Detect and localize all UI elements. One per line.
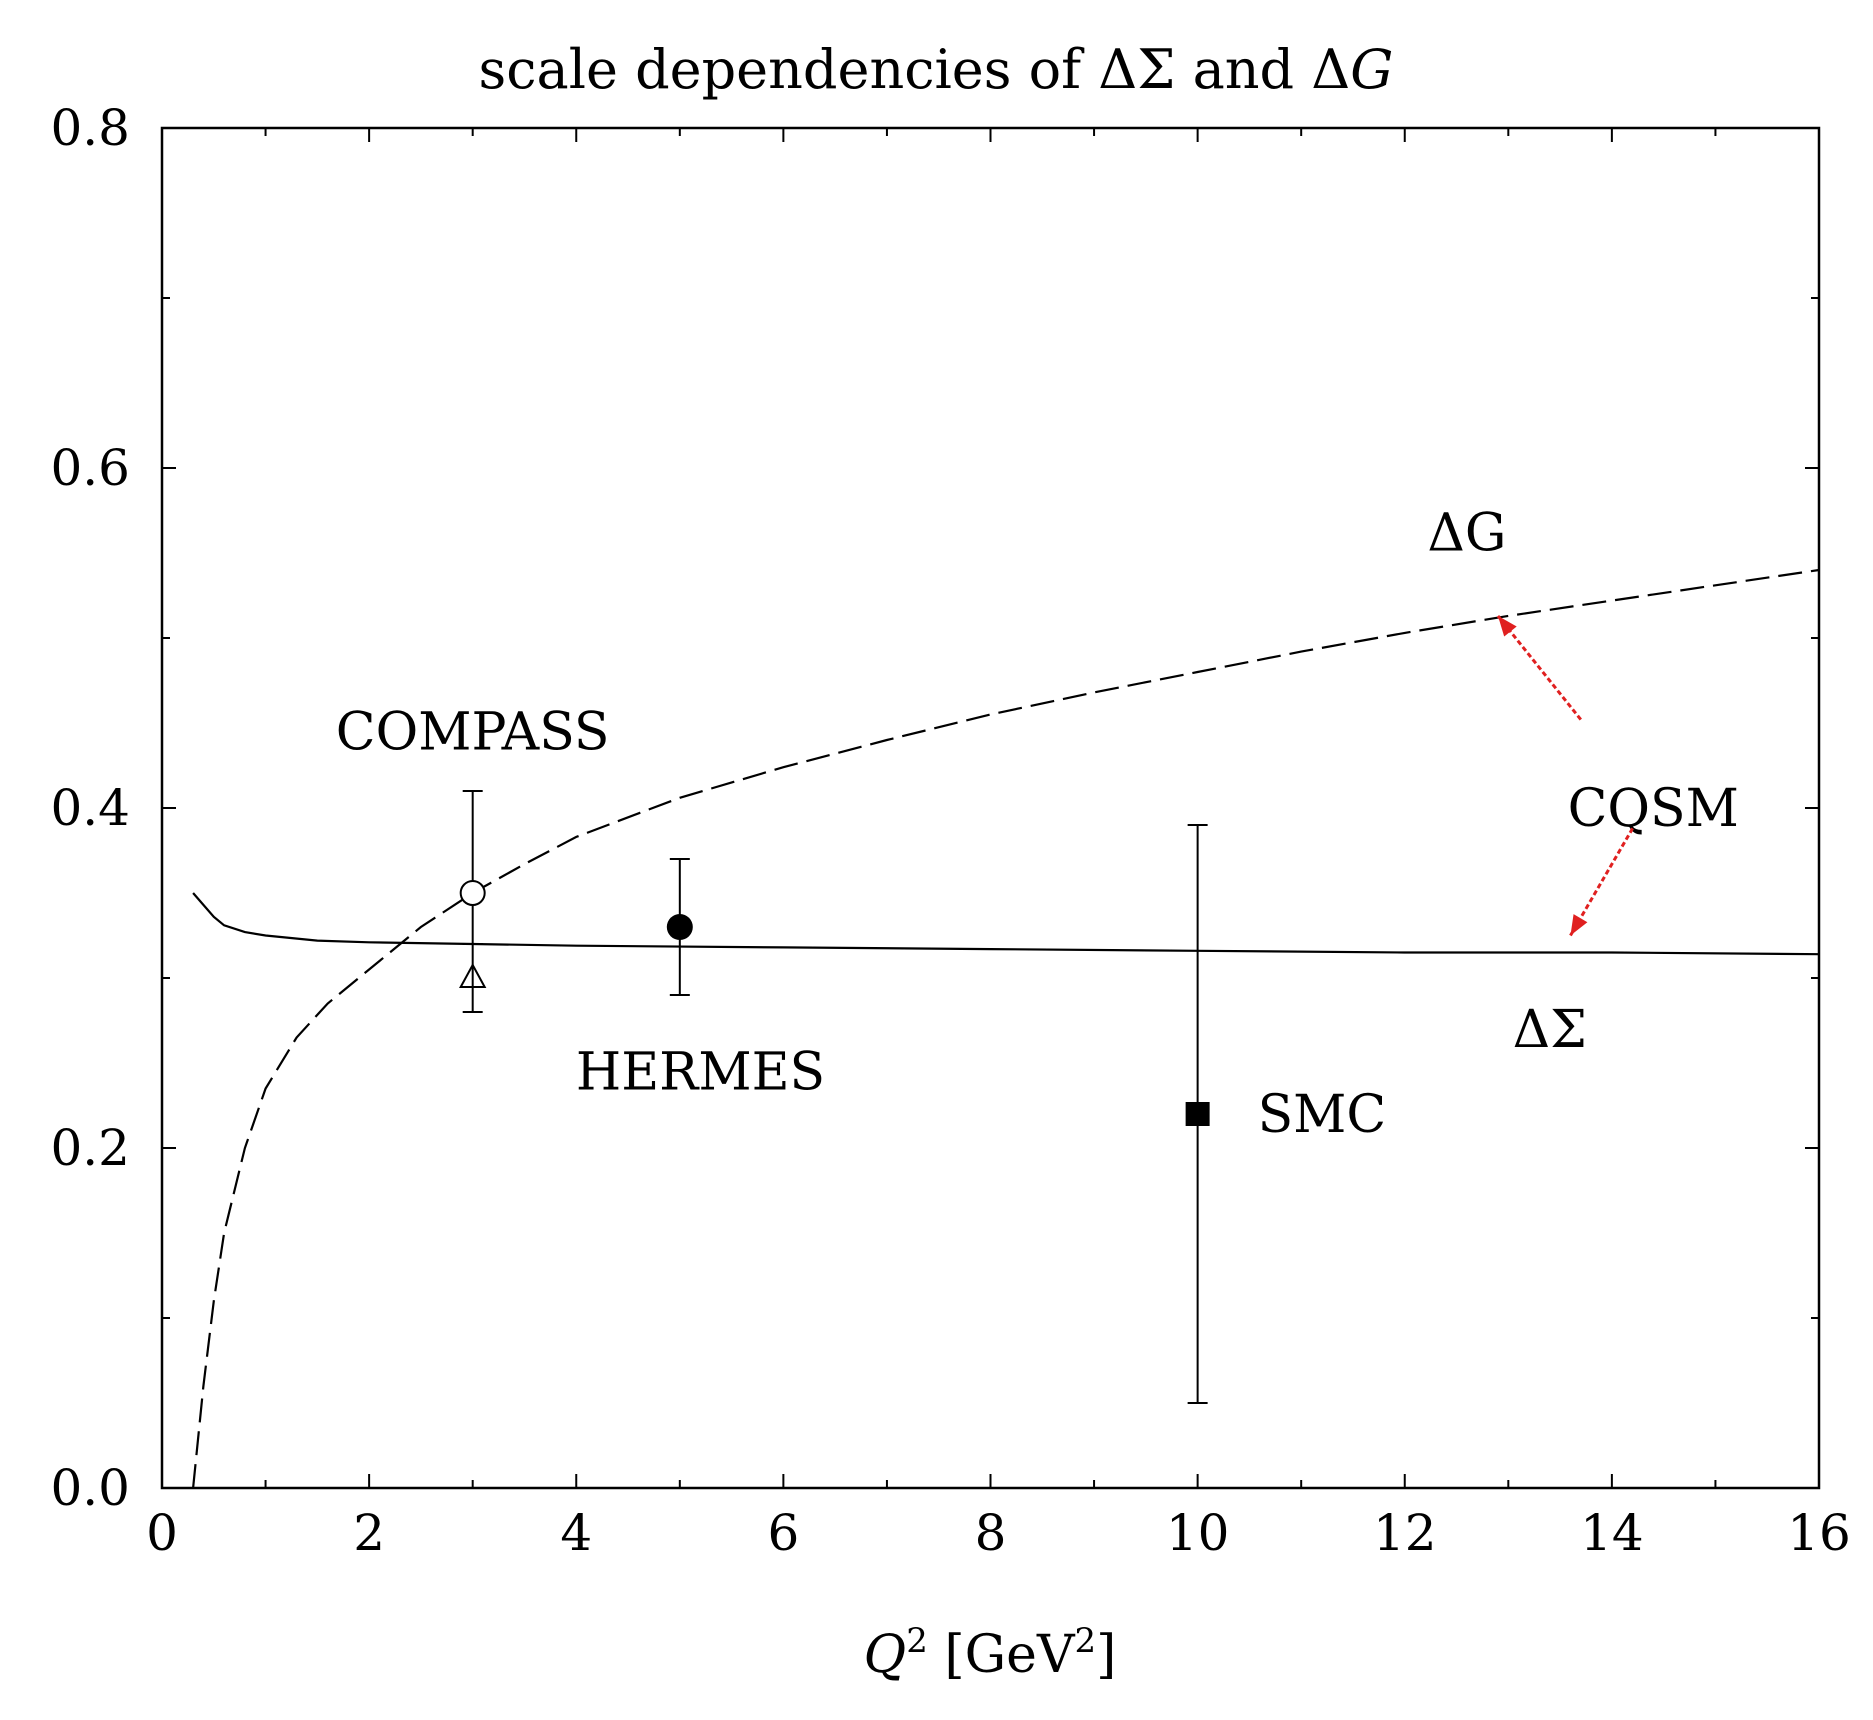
delta-g-curve — [192, 568, 1820, 1489]
chart-title-delta-sigma: ΔΣ — [1098, 38, 1175, 101]
arrow-head — [1497, 615, 1517, 637]
x-axis-label: Q2 [GeV2] — [864, 1621, 1117, 1685]
y-tick-label: 0.6 — [50, 439, 130, 497]
annotation-label: ΔΣ — [1513, 1000, 1587, 1060]
annotation-label: COMPASS — [336, 703, 610, 763]
arrow-shaft — [1496, 614, 1582, 721]
x-tick-label: 12 — [1373, 1504, 1437, 1562]
x-axis-label-q: Q — [864, 1625, 907, 1685]
x-tick-label: 2 — [353, 1504, 385, 1562]
marker-filled-square — [1185, 1102, 1210, 1126]
x-tick-label: 14 — [1580, 1504, 1644, 1562]
ticks-layer: 0 2 4 6 8 10 12 14 16 0.0 0.2 0.4 0.6 0.8 — [50, 99, 1850, 1562]
x-axis-label-unit-close: ] — [1096, 1625, 1116, 1685]
marker-open-triangle — [459, 962, 487, 988]
x-tick-label: 10 — [1166, 1504, 1230, 1562]
x-tick-label: 16 — [1787, 1504, 1851, 1562]
arrow-head — [1570, 914, 1588, 936]
x-tick-label: 0 — [146, 1504, 178, 1562]
marker-filled-circle — [666, 914, 693, 940]
x-tick-label: 4 — [560, 1504, 592, 1562]
points-layer — [459, 790, 1210, 1404]
data-point-open-circle — [459, 790, 486, 945]
curves-layer — [192, 568, 1820, 1489]
y-tick-label: 0.4 — [50, 779, 130, 837]
chart-title-g: G — [1350, 38, 1393, 101]
x-axis-label-unit-open: [GeV — [928, 1625, 1076, 1685]
data-point-filled-circle — [666, 858, 693, 996]
data-point-filled-square — [1185, 824, 1210, 1404]
cqsm-arrow — [1496, 614, 1582, 721]
x-axis-label-unit-sup: 2 — [1075, 1621, 1097, 1661]
delta-sigma-curve — [192, 892, 1820, 956]
data-point-open-triangle — [459, 943, 487, 1013]
x-tick-label: 8 — [975, 1504, 1007, 1562]
y-tick-label: 0.0 — [50, 1459, 130, 1517]
annotations-layer: COMPASS HERMES SMC CQSM ΔG ΔΣ — [336, 504, 1739, 1145]
chart-title: scale dependencies of ΔΣ and ΔG — [479, 38, 1394, 101]
chart-title-mid: and — [1175, 38, 1311, 101]
marker-open-circle — [459, 880, 486, 906]
annotation-label: CQSM — [1568, 779, 1739, 839]
arrow-shaft — [1569, 827, 1634, 937]
cqsm-arrow — [1569, 827, 1634, 937]
chart-title-delta: Δ — [1311, 38, 1350, 101]
annotation-label: SMC — [1258, 1085, 1387, 1145]
y-tick-label: 0.8 — [50, 99, 130, 157]
annotation-label: HERMES — [576, 1043, 825, 1103]
x-tick-label: 6 — [767, 1504, 799, 1562]
x-axis-label-q-sup: 2 — [906, 1621, 928, 1661]
annotation-label: ΔG — [1427, 504, 1506, 564]
chart-title-prefix: scale dependencies of — [479, 38, 1099, 101]
y-tick-label: 0.2 — [50, 1119, 130, 1177]
